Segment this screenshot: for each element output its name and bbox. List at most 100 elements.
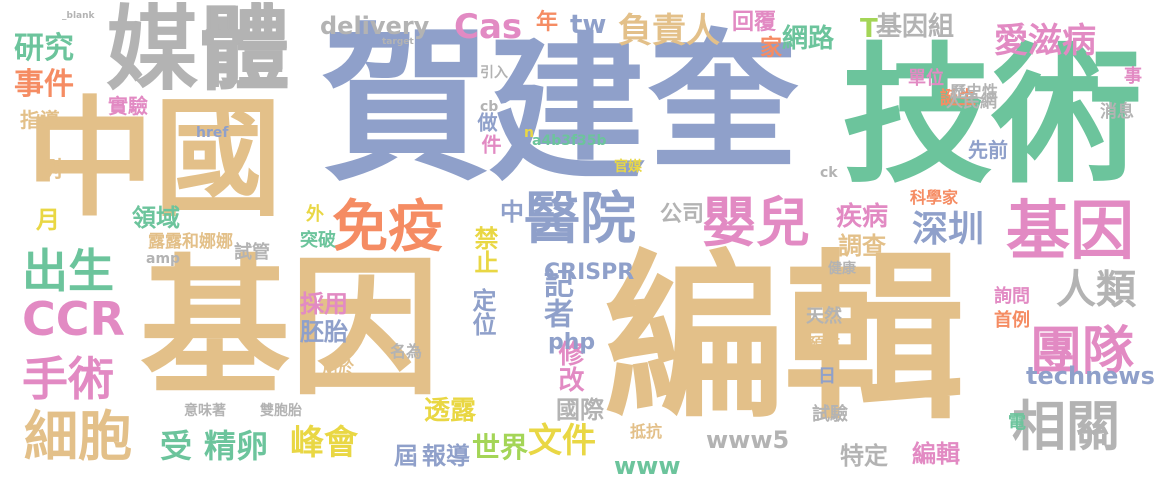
cloud-word: 技術	[842, 30, 1143, 204]
cloud-word: 國際	[556, 396, 604, 424]
cloud-word: CRISPR	[544, 260, 635, 285]
cloud-word: 疾病	[836, 202, 889, 232]
cloud-word: 事	[1124, 66, 1142, 87]
cloud-word: 細胞	[24, 405, 132, 468]
cloud-word: 外	[306, 204, 324, 225]
cloud-word: 出生	[22, 244, 114, 298]
cloud-word: 特定	[840, 442, 888, 470]
cloud-word: 體	[202, 0, 291, 99]
cloud-word: 採用	[300, 290, 348, 318]
cloud-word: 編輯	[604, 235, 965, 444]
cloud-word: 年	[536, 10, 559, 35]
cloud-word: 手術	[22, 352, 114, 406]
cloud-word: 單位	[908, 68, 944, 89]
cloud-word: 科學家	[910, 188, 959, 207]
cloud-word: 修改	[554, 340, 584, 392]
cloud-word: 試管	[234, 242, 270, 263]
cloud-word: 世界	[472, 431, 529, 464]
cloud-word: 中國	[26, 85, 283, 234]
cloud-word: 用於	[322, 358, 355, 377]
cloud-word: 建	[488, 19, 646, 203]
cloud-word: 指導	[20, 108, 60, 132]
cloud-word: php	[548, 330, 596, 355]
cloud-word: 公司	[660, 202, 705, 227]
cloud-word: 人民網	[946, 92, 997, 112]
cloud-word: 網路	[782, 24, 835, 54]
cloud-word: 相關	[1012, 395, 1120, 458]
cloud-word: 中	[500, 198, 524, 226]
cloud-word: 做	[474, 112, 498, 132]
cloud-word: 精卵	[204, 427, 269, 465]
cloud-word: ck	[820, 165, 838, 181]
cloud-word: 透露	[424, 396, 477, 426]
cloud-word: 日	[818, 366, 836, 387]
cloud-word: n	[524, 125, 534, 141]
cloud-word: delivery	[320, 12, 430, 40]
cloud-word: 詢問	[994, 286, 1030, 307]
cloud-word: 調查	[838, 232, 886, 260]
cloud-word: 天然	[806, 306, 842, 327]
cloud-word: 屆	[394, 442, 418, 470]
cloud-word: 免疫	[332, 195, 444, 260]
cloud-word: a4b3f35b	[532, 133, 607, 149]
cloud-word: 編輯	[912, 440, 960, 468]
cloud-word: www	[614, 452, 681, 480]
cloud-word: 領域	[132, 204, 180, 232]
cloud-word: 醫院	[524, 187, 636, 252]
cloud-word: 預防	[808, 334, 841, 353]
cloud-word: 文件	[528, 421, 596, 461]
cloud-word: 名為	[390, 342, 423, 361]
cloud-word: 抵抗	[630, 422, 663, 441]
cloud-word: 雙胞胎	[260, 403, 302, 419]
cloud-word: amp	[146, 251, 181, 267]
cloud-word: 定位	[468, 288, 496, 336]
cloud-word: 先前	[968, 138, 1008, 162]
cloud-word: 意味著	[184, 403, 226, 419]
cloud-word: 電	[1008, 412, 1026, 433]
cloud-word: technews	[1026, 362, 1155, 390]
cloud-word: 報導	[422, 442, 470, 470]
cloud-word: 月	[36, 206, 60, 234]
cloud-word: 例	[40, 158, 63, 183]
cloud-word: Cas	[454, 7, 523, 47]
cloud-word: 嬰兒	[702, 191, 810, 254]
cloud-word: 消息	[1100, 102, 1134, 122]
cloud-word: 基因	[1006, 195, 1134, 269]
cloud-word: 受	[160, 427, 193, 465]
cloud-word: 團隊	[1030, 322, 1135, 382]
cloud-word: 媒體	[106, 0, 291, 103]
cloud-word: 愛滋病	[994, 21, 1096, 61]
cloud-word: 實驗	[108, 94, 148, 118]
cloud-word: 誕生	[940, 88, 976, 109]
cloud-word: T	[860, 14, 878, 44]
cloud-word: 歷史性	[950, 82, 999, 101]
cloud-word: 健康	[828, 261, 856, 277]
cloud-word: 奎	[648, 16, 799, 190]
cloud-word: 負責人	[618, 11, 720, 51]
cloud-word: _blank	[62, 11, 95, 21]
cloud-word: www5	[706, 426, 790, 454]
cloud-word: 試驗	[812, 404, 848, 425]
cloud-word: tw	[570, 10, 607, 40]
cloud-word: 件	[478, 134, 502, 154]
cloud-word: cb	[480, 99, 499, 115]
cloud-word: 記者	[538, 268, 573, 328]
cloud-word: 引入	[480, 65, 508, 81]
cloud-word: href	[196, 125, 229, 141]
cloud-word: 峰會	[290, 423, 358, 463]
cloud-word: 露露和娜娜	[148, 232, 233, 252]
cloud-word: 研究	[14, 31, 74, 66]
cloud-word: 官媒	[614, 159, 642, 175]
cloud-word: CCR	[22, 292, 125, 346]
cloud-word: 家	[760, 36, 783, 61]
cloud-word: 人類	[1056, 267, 1136, 313]
cloud-word: 深圳	[912, 209, 985, 250]
cloud-word: 基因組	[876, 12, 955, 42]
cloud-word: 首例	[994, 310, 1030, 331]
cloud-word: 突破	[300, 230, 336, 251]
cloud-word: target	[382, 37, 414, 47]
cloud-word: 禁止	[470, 226, 498, 274]
cloud-word: 事件	[14, 67, 74, 102]
cloud-word: 基因	[140, 242, 441, 416]
